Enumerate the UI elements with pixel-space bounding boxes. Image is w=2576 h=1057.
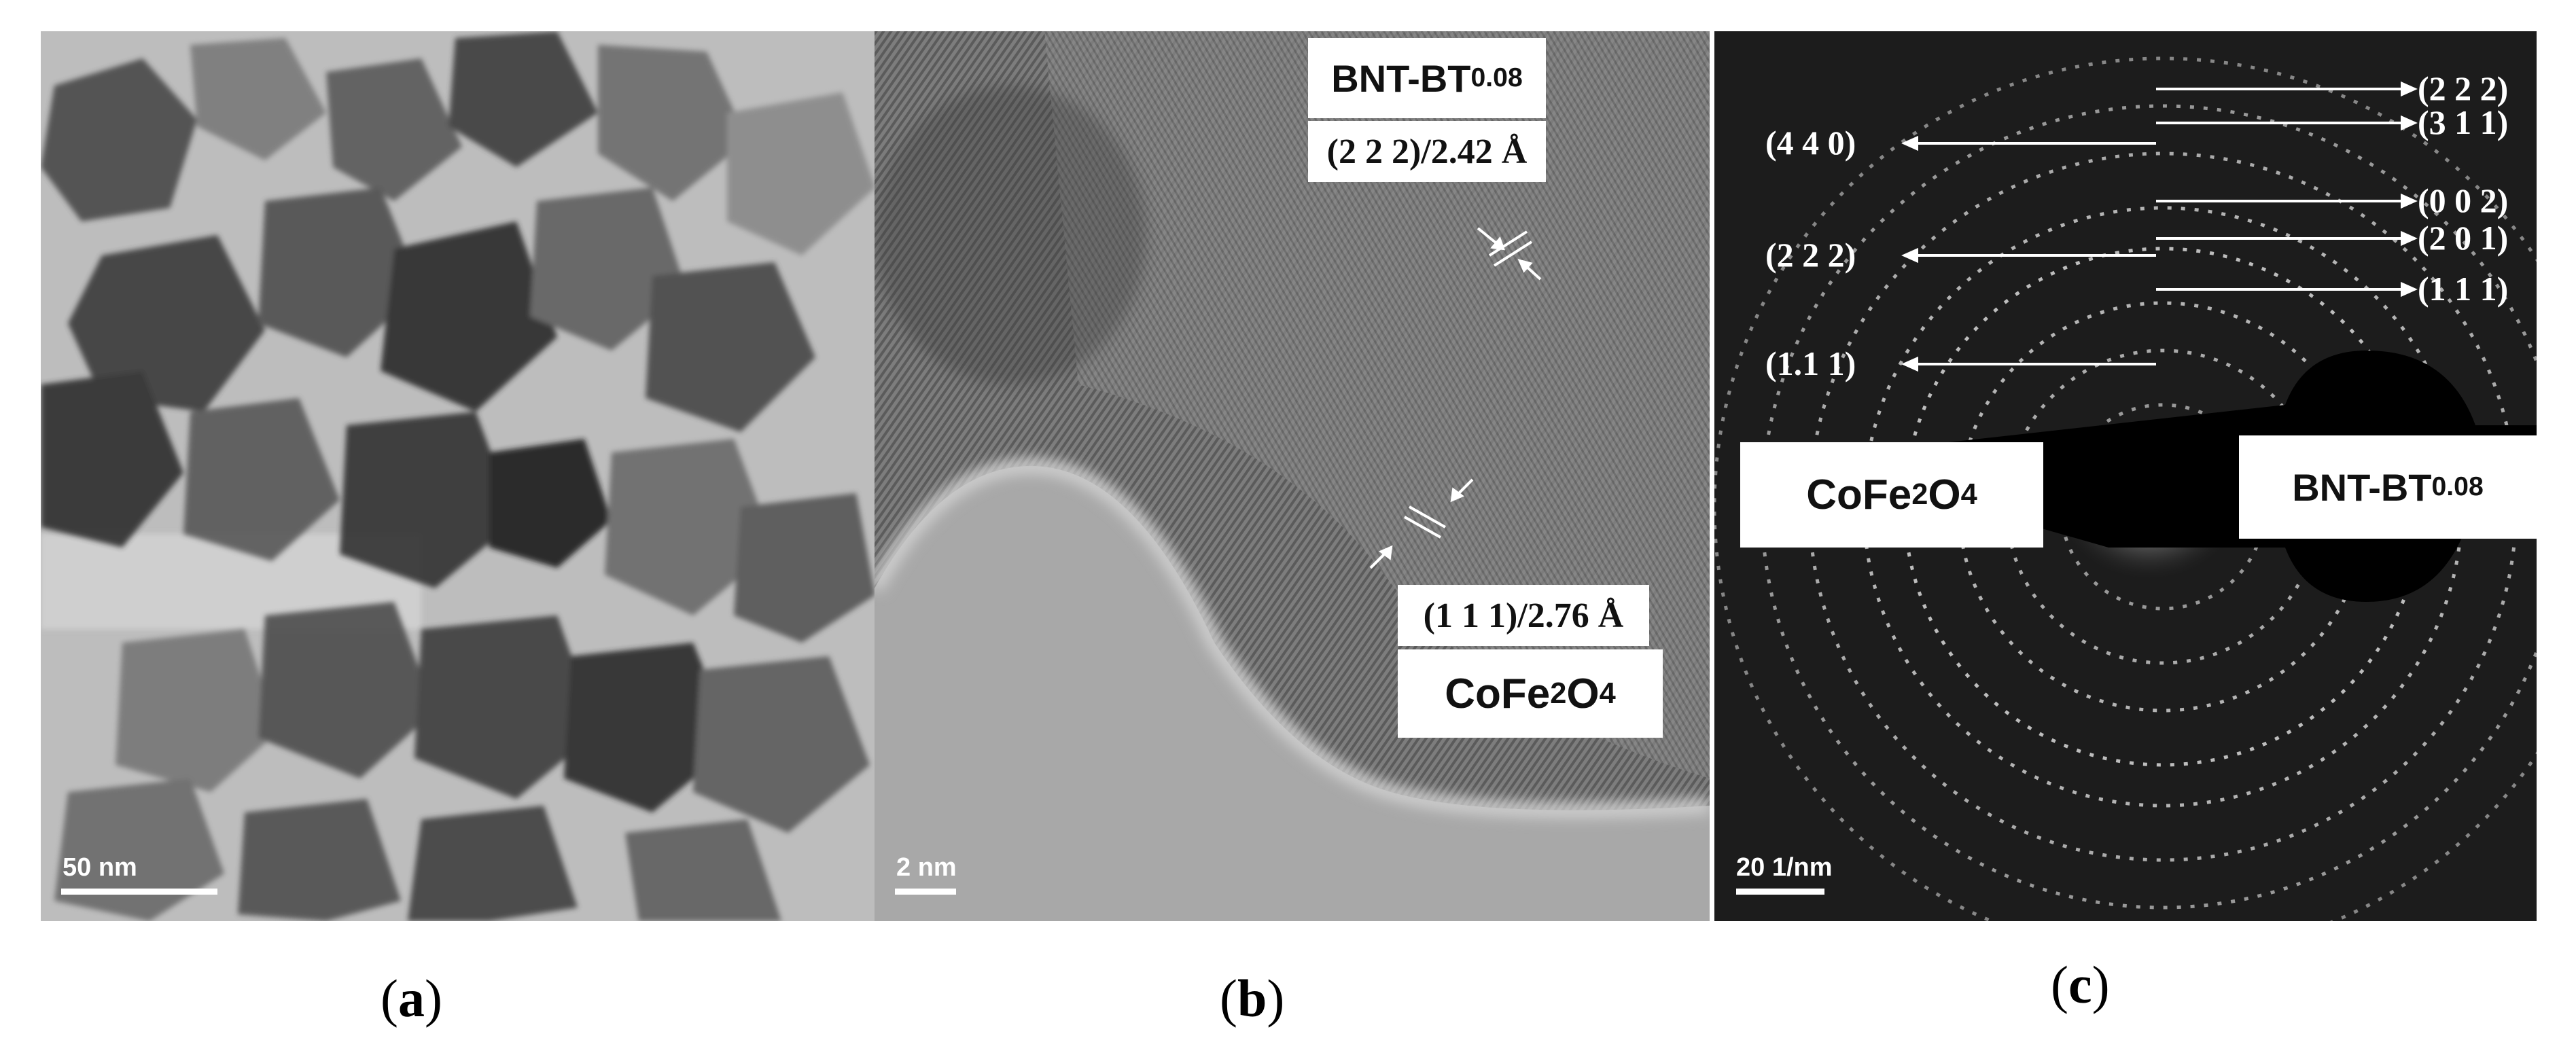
caption-a: (a) [381,969,442,1028]
bnt-bt-label: BNT-BT 0.08 [1308,38,1546,118]
ring-label-201: (2 0 1) [2418,219,2509,257]
cofe2o4-label: CoFe 2 O 4 [1398,649,1663,738]
caption-b: (b) [1220,969,1285,1028]
ring-label-002: (0 0 2) [2418,181,2509,219]
scale-bar-label: 50 nm [63,853,137,882]
scale-bar-label: 2 nm [896,853,957,882]
lattice-spacing-111-label: (1 1 1)/2.76 Å [1398,585,1649,646]
ring-label-111-right: (1 1 1) [2418,270,2509,308]
panel-b-hrtem-image: BNT-BT 0.08 (2 2 2)/2.42 Å (1 1 1)/2.76 Å… [875,31,1710,921]
ring-label-222-right: (2 2 2) [2418,69,2509,107]
bnt-bt-label: BNT-BT 0.08 [2239,435,2537,539]
ring-label-311: (3 1 1) [2418,103,2509,141]
scale-bar [61,889,217,895]
ring-label-111-left: (1.1 1) [1765,344,1856,382]
panel-b-micrograph [875,31,1710,921]
scale-bar [1736,889,1824,895]
scale-bar [895,889,956,895]
caption-c: (c) [2051,955,2110,1014]
panel-a-tem-image: 50 nm [41,31,875,921]
lattice-spacing-222-label: (2 2 2)/2.42 Å [1308,121,1546,182]
ring-label-440: (4 4 0) [1765,124,1856,162]
cofe2o4-label: CoFe 2 O 4 [1740,442,2043,548]
panel-c-saed-pattern: (2 2 2) (3 1 1) (0 0 2) (2 0 1) (1 1 1) … [1714,31,2537,921]
panel-a-micrograph [41,31,875,921]
ring-label-222-left: (2 2 2) [1765,236,1856,274]
scale-bar-label: 20 1/nm [1736,853,1833,882]
